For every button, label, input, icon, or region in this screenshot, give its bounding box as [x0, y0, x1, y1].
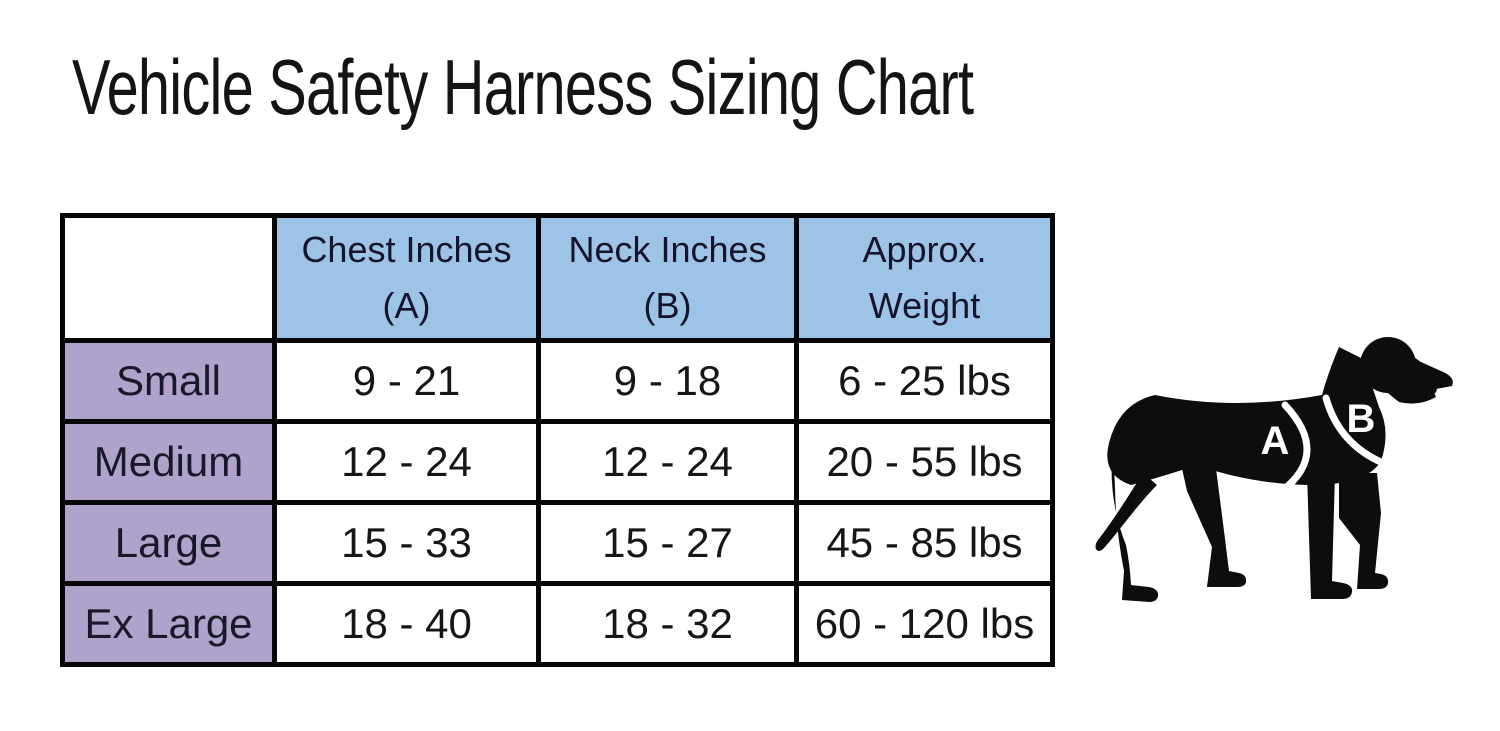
dog-front-leg-near: [1307, 473, 1353, 599]
row-header-medium: Medium: [60, 419, 277, 505]
header-row: Chest Inches (A) Neck Inches (B) Approx.…: [60, 213, 1055, 343]
page-title: Vehicle Safety Harness Sizing Chart: [72, 43, 974, 131]
sizing-table: Chest Inches (A) Neck Inches (B) Approx.…: [60, 213, 1055, 667]
header-cell-neck: Neck Inches (B): [536, 213, 799, 343]
cell-large-chest: 15 - 33: [272, 500, 541, 586]
header-line: Chest Inches: [301, 229, 512, 271]
neck-label-b: B: [1347, 397, 1376, 441]
row-header-exlarge: Ex Large: [60, 581, 277, 667]
cell-large-neck: 15 - 27: [536, 500, 799, 586]
header-cell-weight: Approx. Weight: [794, 213, 1055, 343]
dog-tail: [1095, 473, 1157, 551]
chest-label-a: A: [1261, 419, 1290, 463]
cell-large-weight: 45 - 85 lbs: [794, 500, 1055, 586]
cell-medium-weight: 20 - 55 lbs: [794, 419, 1055, 505]
dog-measurement-diagram: A B: [1095, 337, 1453, 602]
cell-small-weight: 6 - 25 lbs: [794, 338, 1055, 424]
table-corner-spacer: [60, 213, 277, 343]
cell-exlarge-weight: 60 - 120 lbs: [794, 581, 1055, 667]
header-line: Neck Inches: [568, 229, 767, 271]
dog-ear: [1395, 353, 1437, 395]
table-row-exlarge: Ex Large 18 - 40 18 - 32 60 - 120 lbs: [60, 581, 1055, 667]
row-header-large: Large: [60, 500, 277, 586]
dog-rear-leg-outer: [1111, 443, 1159, 602]
table-row-large: Large 15 - 33 15 - 27 45 - 85 lbs: [60, 500, 1055, 586]
table-row-small: Small 9 - 21 9 - 18 6 - 25 lbs: [60, 338, 1055, 424]
chest-girth-line-a: [1279, 401, 1311, 494]
dog-torso: [1107, 347, 1386, 485]
dog-front-leg-far: [1339, 473, 1389, 589]
header-line: Weight: [868, 285, 981, 326]
table-row-medium: Medium 12 - 24 12 - 24 20 - 55 lbs: [60, 419, 1055, 505]
cell-medium-chest: 12 - 24: [272, 419, 541, 505]
header-cell-chest: Chest Inches (A): [272, 213, 541, 343]
cell-small-chest: 9 - 21: [272, 338, 541, 424]
neck-girth-line-b: [1322, 394, 1387, 467]
cell-exlarge-chest: 18 - 40: [272, 581, 541, 667]
dog-rear-leg-inner: [1179, 455, 1247, 587]
header-line: Approx.: [862, 229, 987, 271]
header-line: (A): [382, 285, 431, 326]
row-header-small: Small: [60, 338, 277, 424]
cell-medium-neck: 12 - 24: [536, 419, 799, 505]
cell-exlarge-neck: 18 - 32: [536, 581, 799, 667]
header-line: (B): [643, 285, 692, 326]
cell-small-neck: 9 - 18: [536, 338, 799, 424]
